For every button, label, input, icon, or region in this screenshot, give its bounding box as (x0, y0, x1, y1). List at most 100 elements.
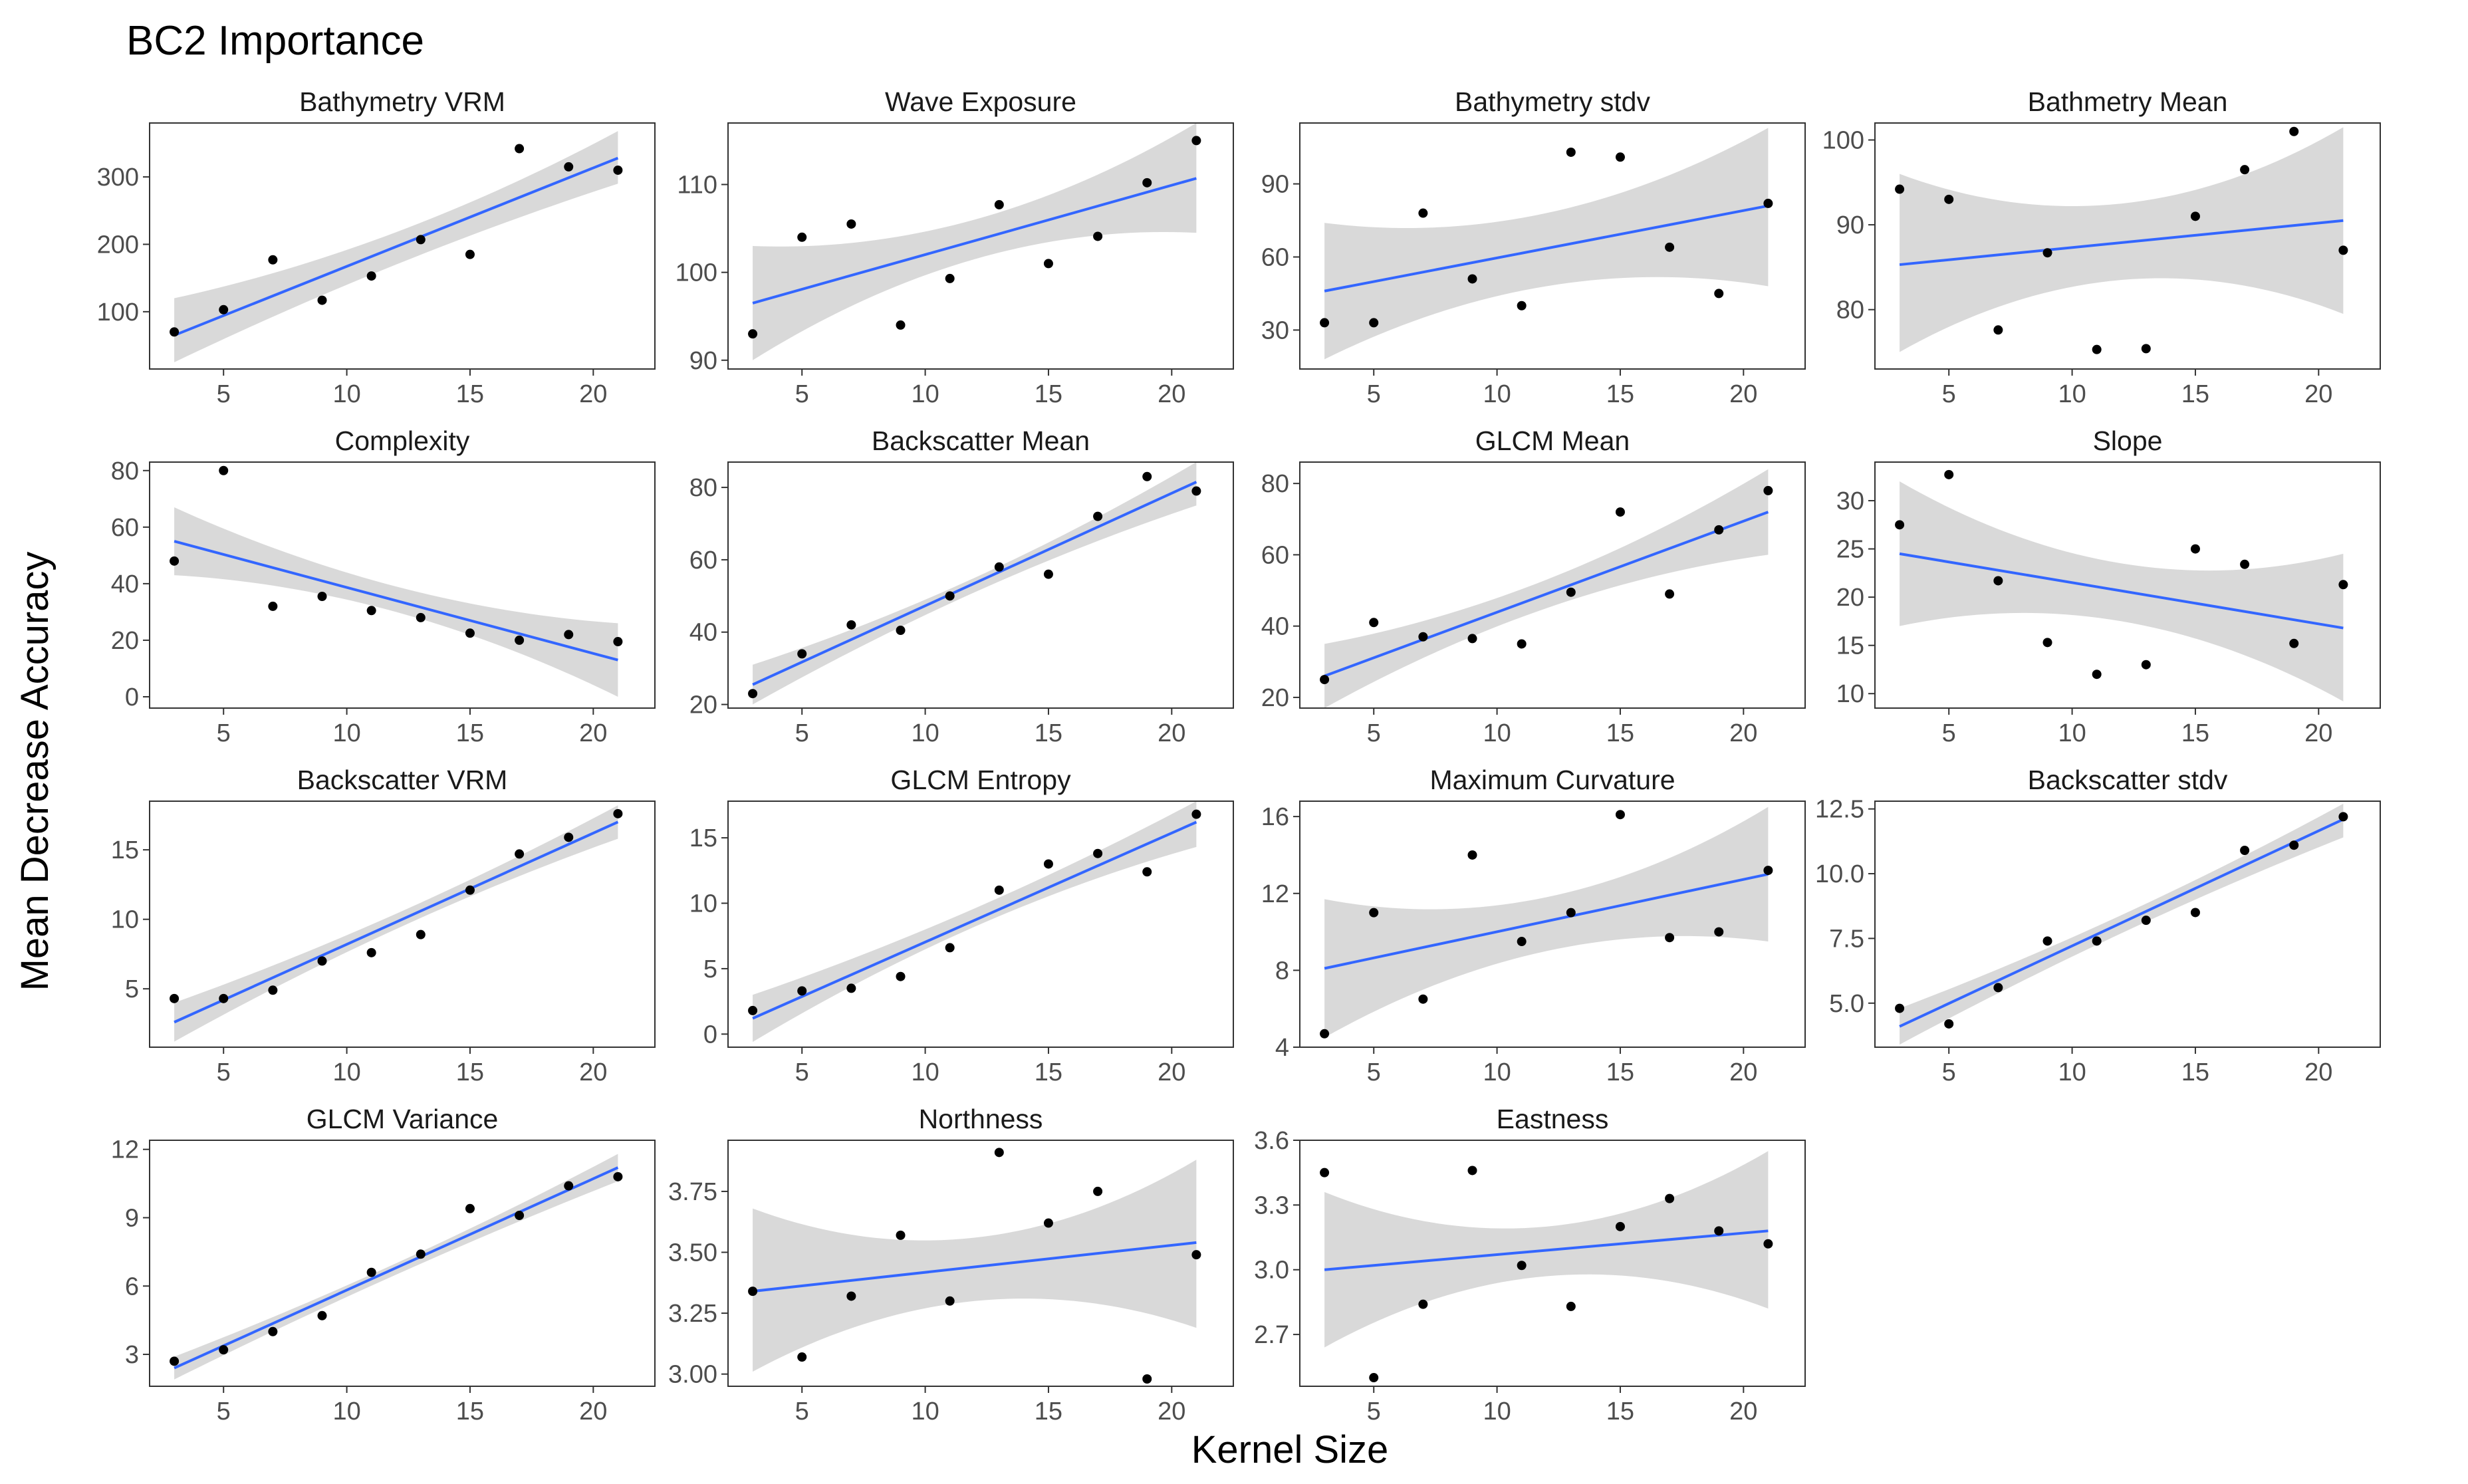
confidence-band (1900, 127, 2344, 352)
data-point (465, 1203, 475, 1213)
data-point (613, 637, 623, 647)
x-tick-label: 20 (1158, 380, 1185, 408)
x-tick-label: 15 (2181, 380, 2209, 408)
data-point (268, 1326, 278, 1336)
regression-line (1324, 1229, 1769, 1271)
data-point (1615, 810, 1625, 820)
panel-title: Backscatter stdv (2028, 765, 2228, 795)
x-tick-label: 10 (332, 1398, 360, 1425)
data-point (1418, 1299, 1428, 1309)
data-point (366, 606, 376, 616)
y-tick-label: 6 (125, 1273, 139, 1300)
panel: GLCM Mean 5 10 15 20 20 40 60 80 (1261, 426, 1806, 747)
data-point (1895, 520, 1905, 530)
x-tick-label: 15 (1035, 1058, 1062, 1086)
data-point (1320, 675, 1330, 685)
data-point (416, 929, 426, 939)
data-point (1320, 1029, 1330, 1039)
panel: Bathmetry Mean 5 10 15 20 80 90 100 (1822, 86, 2381, 408)
panel: Slope 5 10 15 20 10 15 20 25 30 (1836, 426, 2381, 747)
y-tick-label: 80 (1836, 297, 1864, 324)
data-point (1093, 1186, 1103, 1196)
panel: Backscatter Mean 5 10 15 20 20 40 60 80 (689, 426, 1234, 747)
panel: GLCM Variance 5 10 15 20 3 6 9 12 (111, 1104, 656, 1425)
data-point (366, 1267, 376, 1277)
data-point (994, 562, 1004, 572)
y-tick-label: 16 (1261, 803, 1289, 831)
panel-title: Slope (2093, 426, 2163, 456)
y-tick-label: 3.50 (668, 1239, 717, 1267)
plot-area (1320, 469, 1773, 708)
panel-border (1299, 461, 1806, 709)
data-point (317, 1310, 327, 1320)
data-point (416, 612, 426, 622)
data-point (2289, 638, 2299, 648)
x-tick-label: 15 (1035, 719, 1062, 747)
data-point (1665, 933, 1675, 943)
x-tick-label: 5 (1942, 719, 1956, 747)
data-point (219, 1345, 229, 1355)
x-tick-label: 10 (1483, 719, 1511, 747)
x-tick-label: 10 (1483, 1398, 1511, 1425)
x-tick-label: 10 (1483, 380, 1511, 408)
data-point (1467, 274, 1477, 284)
y-tick-label: 40 (111, 570, 139, 598)
x-tick-label: 10 (911, 380, 939, 408)
regression-line (752, 820, 1197, 1020)
data-point (2190, 544, 2200, 554)
data-point (1517, 639, 1527, 649)
data-point (1763, 1239, 1773, 1249)
data-point (748, 1287, 758, 1297)
regression-line (174, 1166, 619, 1370)
panel-border (727, 1140, 1234, 1387)
y-tick-label: 5 (125, 975, 139, 1003)
x-tick-label: 5 (1367, 719, 1381, 747)
y-tick-label: 12 (111, 1136, 139, 1164)
x-tick-label: 20 (2304, 719, 2332, 747)
x-tick-label: 20 (1729, 719, 1757, 747)
panel: GLCM Entropy 5 10 15 20 0 5 10 15 (689, 765, 1234, 1086)
data-point (366, 947, 376, 957)
data-point (1714, 289, 1724, 299)
data-point (317, 295, 327, 305)
data-point (1191, 486, 1201, 496)
data-point (1895, 184, 1905, 194)
x-tick-label: 5 (217, 1058, 231, 1086)
panel-title: Bathmetry Mean (2028, 86, 2228, 117)
data-point (2190, 211, 2200, 221)
data-point (1665, 589, 1675, 599)
data-point (465, 628, 475, 638)
data-point (2338, 812, 2348, 822)
panel-border (727, 461, 1234, 709)
data-point (465, 885, 475, 895)
panel-border (727, 122, 1234, 370)
data-point (564, 1181, 574, 1191)
y-tick-label: 30 (1836, 487, 1864, 515)
data-point (1191, 1250, 1201, 1260)
panel: Bathymetry VRM 5 10 15 20 100 200 300 (97, 86, 656, 408)
data-point (613, 165, 623, 175)
data-point (1093, 848, 1103, 858)
data-point (1566, 908, 1576, 918)
regression-line (752, 177, 1197, 305)
regression-line (174, 820, 619, 1024)
data-point (1944, 194, 1954, 204)
panel-title: GLCM Mean (1475, 426, 1630, 456)
data-point (219, 465, 229, 475)
x-tick-label: 15 (456, 1058, 484, 1086)
regression-line (1899, 818, 2344, 1028)
data-point (1517, 937, 1527, 947)
x-tick-label: 15 (1606, 719, 1634, 747)
y-tick-label: 40 (1261, 613, 1289, 641)
y-tick-label: 90 (689, 347, 717, 375)
data-point (1517, 1261, 1527, 1271)
plot-area (170, 1154, 623, 1380)
data-point (219, 993, 229, 1003)
y-tick-label: 100 (676, 259, 717, 287)
data-point (994, 199, 1004, 209)
data-point (2240, 846, 2250, 855)
y-tick-label: 20 (689, 691, 717, 719)
data-point (748, 1005, 758, 1015)
y-tick-label: 80 (689, 474, 717, 502)
y-tick-label: 15 (1836, 632, 1864, 660)
